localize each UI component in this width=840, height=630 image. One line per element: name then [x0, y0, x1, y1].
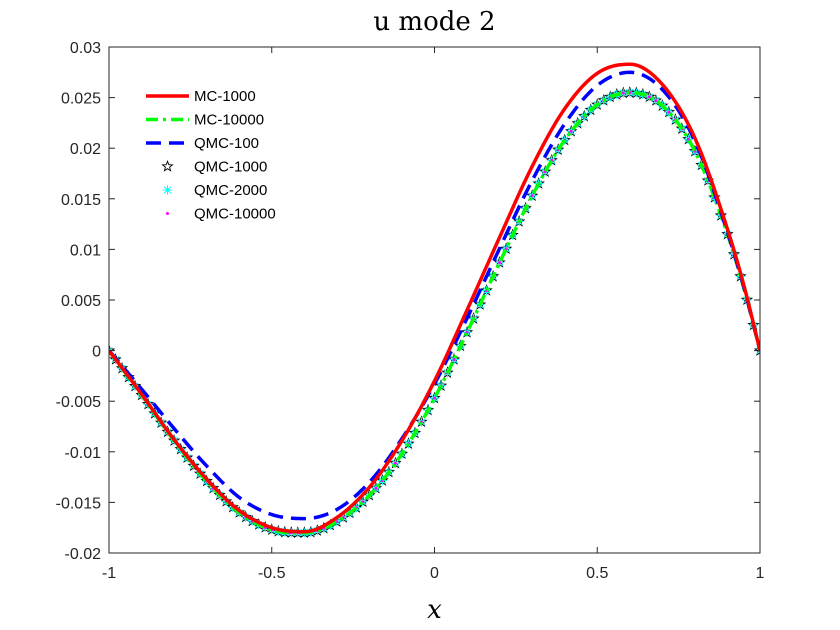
- legend-label: QMC-2000: [194, 182, 267, 199]
- y-tick-label: 0: [92, 344, 101, 361]
- marker-qmc-10000: [667, 110, 671, 114]
- x-tick-label: -0.5: [258, 565, 286, 582]
- y-tick-label: 0.005: [61, 293, 101, 310]
- legend-label: QMC-10000: [194, 206, 276, 223]
- marker-qmc-1000: [753, 344, 760, 356]
- marker-qmc-10000: [393, 461, 397, 465]
- marker-qmc-10000: [452, 357, 456, 361]
- y-tick-label: -0.02: [65, 546, 102, 563]
- y-tick-label: 0.03: [70, 40, 101, 57]
- marker-qmc-10000: [569, 129, 573, 133]
- legend-item-mc-1000: MC-1000: [146, 88, 256, 105]
- x-axis-label: x: [427, 595, 442, 625]
- y-tick-label: -0.015: [56, 495, 101, 512]
- legend-item-mc-10000: MC-10000: [146, 112, 264, 129]
- axes-layer: -1 -0.5 0 0.5 1 -0.02 -0.015 -0.01 -0.005 0 0.005 0…: [56, 40, 765, 582]
- series-layer: [109, 62, 760, 539]
- marker-qmc-10000: [374, 486, 378, 490]
- y-tick-label: -0.01: [65, 445, 102, 462]
- marker-qmc-10000: [433, 396, 436, 400]
- legend-label: MC-10000: [194, 112, 264, 129]
- legend: MC-1000 MC-10000 QMC-100 QMC-1000 QMC-2000 QM…: [146, 88, 276, 223]
- legend-marker-qmc-2000: [162, 185, 173, 195]
- y-tick-label: 0.015: [61, 192, 101, 209]
- marker-qmc-10000: [530, 194, 534, 198]
- x-tick-label: 0.5: [586, 565, 608, 582]
- legend-marker-qmc-1000: [161, 160, 174, 172]
- legend-item-qmc-100: QMC-100: [146, 135, 259, 152]
- series-line-mc-1000: [109, 62, 760, 534]
- marker-qmc-10000: [498, 261, 502, 265]
- x-tick-label: -1: [102, 565, 116, 582]
- y-tick-label: 0.02: [70, 141, 101, 158]
- y-tick-label: 0.01: [70, 242, 101, 259]
- y-tick-label: 0.025: [61, 91, 101, 108]
- marker-qmc-10000: [621, 91, 625, 95]
- marker-qmc-10000: [647, 95, 651, 99]
- chart-title: u mode 2: [373, 7, 495, 37]
- x-tick-label: 1: [756, 565, 765, 582]
- legend-label: QMC-1000: [194, 159, 267, 176]
- plot-area: [109, 47, 760, 553]
- marker-qmc-10000: [654, 99, 658, 103]
- marker-qmc-1000: [109, 344, 116, 356]
- x-tick-label: 0: [430, 565, 439, 582]
- legend-label: QMC-100: [194, 135, 259, 152]
- legend-item-qmc-10000: QMC-10000: [166, 206, 276, 223]
- marker-qmc-10000: [686, 137, 690, 141]
- legend-label: MC-1000: [194, 88, 256, 105]
- legend-marker-qmc-10000: [166, 212, 169, 215]
- legend-item-qmc-1000: QMC-1000: [161, 159, 267, 176]
- y-tick-label: -0.005: [56, 394, 101, 411]
- legend-item-qmc-2000: QMC-2000: [162, 182, 267, 199]
